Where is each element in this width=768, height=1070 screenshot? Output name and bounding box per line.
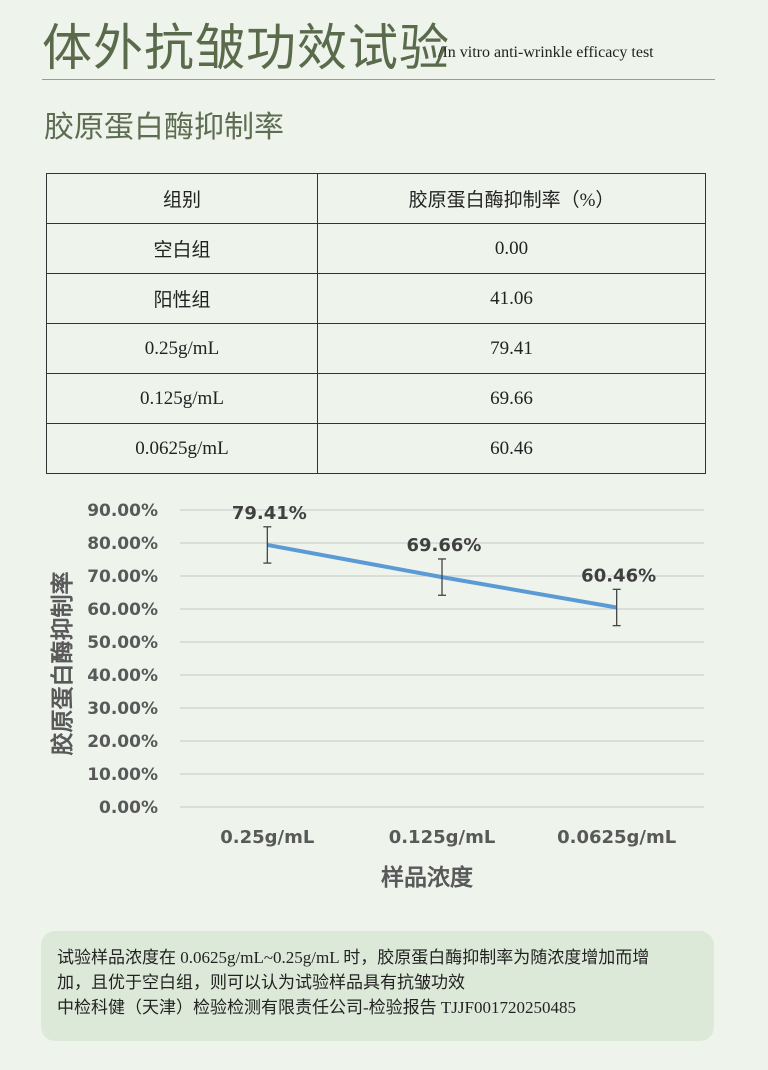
table-cell-group: 阳性组 (46, 273, 318, 324)
table-cell-group: 0.25g/mL (46, 323, 318, 374)
note-line-2: 加，且优于空白组，则可以认为试验样品具有抗皱功效 (57, 973, 465, 992)
y-tick-label: 20.00% (87, 732, 158, 752)
table-cell-group: 0.125g/mL (46, 373, 318, 424)
y-tick-label: 60.00% (87, 600, 158, 620)
header-divider (42, 79, 715, 80)
y-tick-label: 90.00% (87, 501, 158, 521)
note-line-3: 中检科健（天津）检验检测有限责任公司-检验报告 TJJF001720250485 (57, 998, 576, 1017)
x-axis-title: 样品浓度 (381, 864, 474, 891)
data-label: 60.46% (581, 565, 656, 586)
table-header-row: 组别 胶原蛋白酶抑制率（%） (46, 173, 706, 224)
table-cell-group: 空白组 (46, 223, 318, 274)
data-label: 69.66% (407, 535, 482, 556)
y-tick-label: 30.00% (87, 699, 158, 719)
table-cell-rate: 41.06 (317, 273, 706, 324)
x-tick-label: 0.125g/mL (389, 827, 496, 848)
table-row: 0.0625g/mL 60.46 (46, 423, 706, 474)
conclusion-note: 试验样品浓度在 0.0625g/mL~0.25g/mL 时，胶原蛋白酶抑制率为随… (41, 931, 714, 1041)
note-line-1: 试验样品浓度在 0.0625g/mL~0.25g/mL 时，胶原蛋白酶抑制率为随… (57, 948, 650, 967)
y-tick-label: 50.00% (87, 633, 158, 653)
table-header-group: 组别 (46, 173, 318, 224)
y-tick-label: 10.00% (87, 765, 158, 785)
table-cell-rate: 0.00 (317, 223, 706, 274)
results-table: 组别 胶原蛋白酶抑制率（%） 空白组 0.00 阳性组 41.06 0.25g/… (46, 173, 706, 474)
section-title: 胶原蛋白酶抑制率 (44, 110, 284, 145)
data-label: 79.41% (232, 503, 307, 524)
y-tick-label: 70.00% (87, 567, 158, 587)
table-row: 空白组 0.00 (46, 223, 706, 274)
table-cell-group: 0.0625g/mL (46, 423, 318, 474)
x-tick-label: 0.0625g/mL (557, 827, 676, 848)
page-title: 体外抗皱功效试验 (42, 19, 450, 77)
y-tick-label: 0.00% (99, 798, 158, 818)
table-cell-rate: 60.46 (317, 423, 706, 474)
table-header-rate: 胶原蛋白酶抑制率（%） (317, 173, 706, 224)
page-subtitle: /In vitro anti-wrinkle efficacy test (438, 44, 654, 61)
table-row: 0.125g/mL 69.66 (46, 373, 706, 424)
table-row: 0.25g/mL 79.41 (46, 323, 706, 374)
y-axis-title: 胶原蛋白酶抑制率 (49, 572, 76, 756)
x-tick-label: 0.25g/mL (220, 827, 314, 848)
table-cell-rate: 79.41 (317, 323, 706, 374)
line-chart: 0.00% 10.00% 20.00% 30.00% 40.00% 50.00% 60.00… (40, 480, 720, 900)
header: 体外抗皱功效试验 /In vitro anti-wrinkle efficacy… (42, 8, 717, 78)
y-tick-label: 80.00% (87, 534, 158, 554)
table-row: 阳性组 41.06 (46, 273, 706, 324)
y-tick-label: 40.00% (87, 666, 158, 686)
chart-svg: 0.00% 10.00% 20.00% 30.00% 40.00% 50.00% 60.00… (49, 501, 704, 891)
table-cell-rate: 69.66 (317, 373, 706, 424)
